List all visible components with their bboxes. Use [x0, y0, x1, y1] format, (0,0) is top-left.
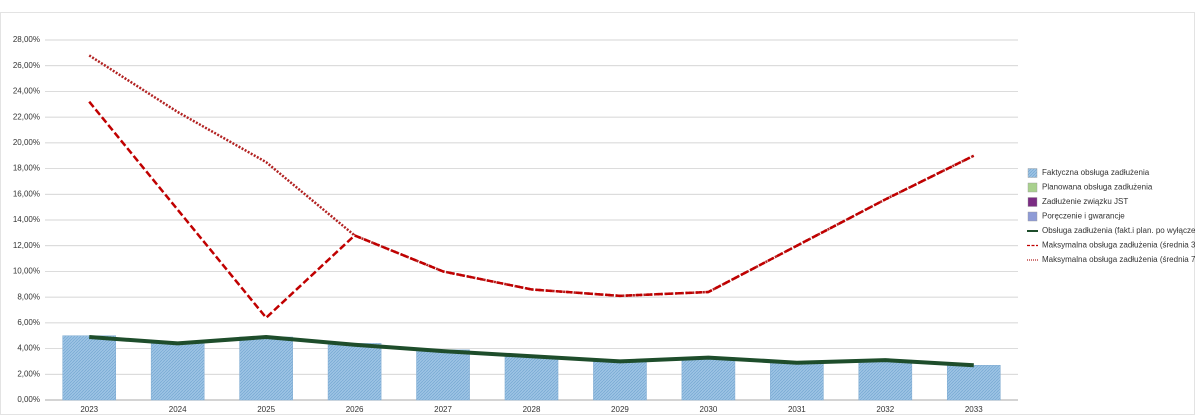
line [89, 334, 974, 368]
y-tick-label: 16,00% [13, 189, 40, 198]
y-tick-label: 18,00% [13, 164, 40, 173]
legend-label: Zadłużenie związku JST [1042, 197, 1128, 206]
bar [681, 357, 736, 401]
legend-swatch [1027, 168, 1038, 178]
line [88, 54, 975, 298]
y-tick-label: 4,00% [17, 344, 40, 353]
legend-label: Poręczenie i gwarancje [1042, 212, 1125, 221]
legend-label: Maksymalna obsługa zadłużenia (średnia 3… [1042, 241, 1195, 250]
bar [327, 343, 382, 401]
bar [858, 359, 913, 401]
y-tick-label: 20,00% [13, 138, 40, 147]
y-tick-label: 6,00% [17, 318, 40, 327]
legend-label: Planowana obsługa zadłużenia [1042, 183, 1153, 192]
legend-swatch [1027, 197, 1038, 207]
line [88, 100, 975, 320]
y-tick-label: 12,00% [13, 241, 40, 250]
y-tick-label: 22,00% [13, 112, 40, 121]
legend-label: Maksymalna obsługa zadłużenia (średnia 7… [1042, 255, 1195, 264]
bar [946, 365, 1001, 401]
bar [62, 335, 117, 401]
x-tick-label: 2031 [788, 405, 806, 414]
x-tick-label: 2029 [611, 405, 629, 414]
legend-swatch [1027, 182, 1038, 193]
x-tick-label: 2024 [169, 405, 187, 414]
bar [150, 343, 205, 401]
bar [416, 349, 470, 401]
x-tick-label: 2033 [965, 405, 983, 414]
x-tick-label: 2032 [876, 405, 894, 414]
y-tick-label: 8,00% [17, 292, 40, 301]
x-tick-label: 2026 [346, 405, 364, 414]
bar [239, 336, 293, 401]
y-tick-label: 10,00% [13, 267, 40, 276]
bar [504, 356, 559, 401]
bar [593, 361, 647, 401]
x-tick-label: 2030 [700, 405, 718, 414]
y-tick-label: 0,00% [17, 395, 40, 404]
y-tick-label: 26,00% [13, 61, 40, 70]
legend-label: Obsługa zadłużenia (fakt.i plan. po wyłą… [1042, 226, 1195, 235]
x-tick-label: 2028 [523, 405, 541, 414]
y-tick-label: 14,00% [13, 215, 40, 224]
legend-label: Faktyczna obsługa zadłużenia [1042, 168, 1150, 177]
y-tick-label: 2,00% [17, 369, 40, 378]
bar [770, 362, 824, 401]
y-tick-label: 24,00% [13, 87, 40, 96]
x-tick-label: 2023 [80, 405, 98, 414]
legend-swatch [1027, 211, 1038, 222]
y-tick-label: 28,00% [13, 35, 40, 44]
x-tick-label: 2025 [257, 405, 275, 414]
x-tick-label: 2027 [434, 405, 452, 414]
